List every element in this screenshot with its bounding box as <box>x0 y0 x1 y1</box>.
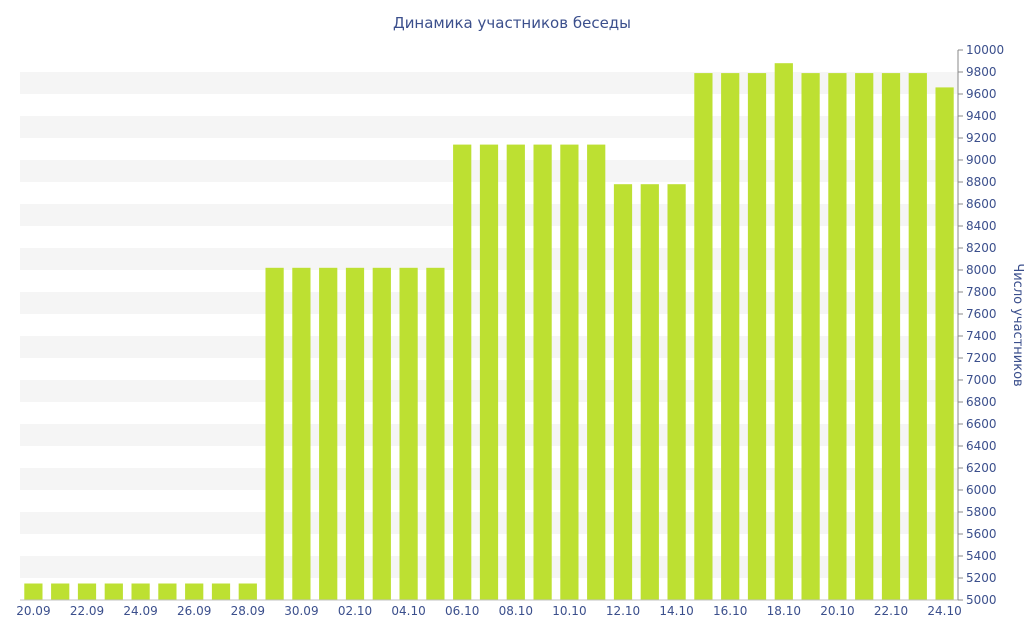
x-tick-label: 10.10 <box>552 604 586 618</box>
x-tick-label: 20.10 <box>820 604 854 618</box>
y-tick-label: 7400 <box>966 329 997 343</box>
x-tick-label: 24.10 <box>927 604 961 618</box>
x-tick-label: 16.10 <box>713 604 747 618</box>
y-axis-ticks: 5000 5200 5400 5600 5800 6000 6200 6400 6600 6800… <box>958 43 1004 607</box>
bar-21.10 <box>855 73 874 601</box>
bar-13.10 <box>640 184 659 600</box>
y-tick-label: 5800 <box>966 505 997 519</box>
bar-20.10 <box>828 73 847 601</box>
bar-19.10 <box>801 73 820 601</box>
x-tick-label: 04.10 <box>391 604 425 618</box>
bar-05.10 <box>426 267 445 600</box>
bar-23.10 <box>908 73 927 601</box>
y-tick-label: 6000 <box>966 483 997 497</box>
bar-27.09 <box>211 583 231 600</box>
y-tick-label: 10000 <box>966 43 1004 57</box>
x-tick-label: 12.10 <box>606 604 640 618</box>
x-tick-label: 26.09 <box>177 604 211 618</box>
bar-03.10 <box>372 267 391 600</box>
y-tick-label: 5600 <box>966 527 997 541</box>
x-tick-label: 08.10 <box>499 604 533 618</box>
chart-title: Динамика участников беседы <box>393 14 631 32</box>
bar-12.10 <box>613 184 633 600</box>
y-tick-label: 8400 <box>966 219 997 233</box>
x-tick-label: 24.09 <box>123 604 157 618</box>
x-tick-label: 30.09 <box>284 604 318 618</box>
bar-09.10 <box>533 144 552 600</box>
y-tick-label: 6600 <box>966 417 997 431</box>
bar-14.10 <box>667 184 686 600</box>
bar-04.10 <box>399 267 418 600</box>
y-tick-label: 9800 <box>966 65 997 79</box>
y-tick-label: 7000 <box>966 373 997 387</box>
y-tick-label: 6400 <box>966 439 997 453</box>
x-tick-label: 02.10 <box>338 604 372 618</box>
y-tick-label: 9400 <box>966 109 997 123</box>
y-tick-label: 6200 <box>966 461 997 475</box>
y-axis-label: Число участников <box>1010 263 1024 386</box>
bar-30.09 <box>292 267 311 600</box>
bar-01.10 <box>319 267 338 600</box>
bar-22.10 <box>881 73 901 601</box>
y-tick-label: 5200 <box>966 571 997 585</box>
y-tick-label: 7200 <box>966 351 997 365</box>
bar-23.09 <box>104 583 123 600</box>
y-tick-label: 5000 <box>966 593 997 607</box>
bar-10.10 <box>560 144 579 600</box>
bar-16.10 <box>721 73 740 601</box>
bar-17.10 <box>747 73 767 601</box>
bar-24.10 <box>935 87 954 600</box>
y-tick-label: 7800 <box>966 285 997 299</box>
bar-24.09 <box>131 583 150 600</box>
bar-15.10 <box>694 73 713 601</box>
x-tick-label: 06.10 <box>445 604 479 618</box>
bar-06.10 <box>453 144 472 600</box>
y-tick-label: 6800 <box>966 395 997 409</box>
x-tick-label: 18.10 <box>767 604 801 618</box>
bar-11.10 <box>587 144 606 600</box>
bar-series <box>24 63 954 601</box>
y-tick-label: 7600 <box>966 307 997 321</box>
bar-26.09 <box>185 583 204 600</box>
bar-29.09 <box>265 267 284 600</box>
y-tick-label: 9000 <box>966 153 997 167</box>
bar-28.09 <box>238 583 257 600</box>
x-tick-label: 14.10 <box>659 604 693 618</box>
bar-07.10 <box>479 144 499 600</box>
bar-18.10 <box>774 63 793 600</box>
bar-20.09 <box>24 583 43 600</box>
y-tick-label: 9200 <box>966 131 997 145</box>
bar-22.09 <box>77 583 97 600</box>
x-tick-label: 28.09 <box>231 604 265 618</box>
bar-08.10 <box>506 144 525 600</box>
bar-25.09 <box>158 583 177 600</box>
x-tick-label: 22.09 <box>70 604 104 618</box>
y-tick-label: 5400 <box>966 549 997 563</box>
bar-21.09 <box>51 583 70 600</box>
y-tick-label: 8000 <box>966 263 997 277</box>
x-tick-label: 20.09 <box>16 604 50 618</box>
x-axis-ticks: 20.09 22.09 24.09 26.09 28.09 30.09 02.10 04.10… <box>16 604 962 618</box>
y-tick-label: 9600 <box>966 87 997 101</box>
y-tick-label: 8600 <box>966 197 997 211</box>
y-tick-label: 8200 <box>966 241 997 255</box>
bar-02.10 <box>345 267 365 600</box>
y-tick-label: 8800 <box>966 175 997 189</box>
x-tick-label: 22.10 <box>874 604 908 618</box>
